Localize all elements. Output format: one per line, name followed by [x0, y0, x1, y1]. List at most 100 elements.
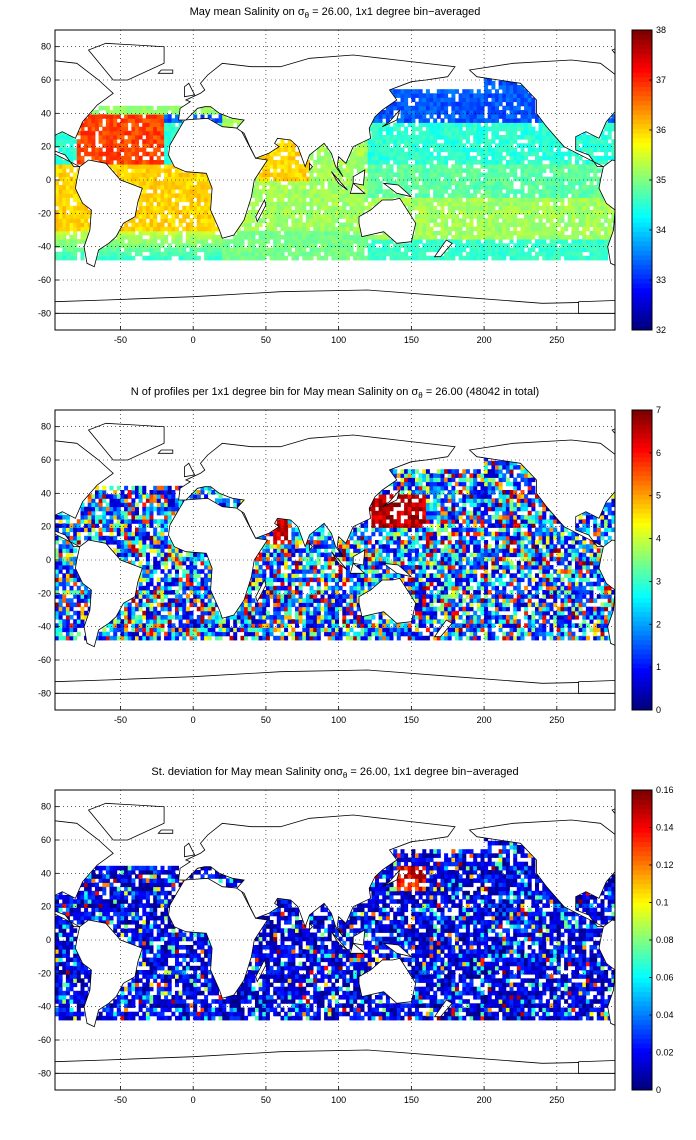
colorbar-segment	[632, 1024, 652, 1030]
std-deviation-panel: St. deviation for May mean Salinity onσθ…	[0, 760, 696, 1140]
colorbar-tick-label: 0.16	[656, 785, 674, 795]
colorbar-segment	[632, 245, 652, 251]
colorbar-segment	[632, 1043, 652, 1049]
colorbar-segment	[632, 991, 652, 997]
colorbar-segment	[632, 226, 652, 233]
y-tick-label: 20	[41, 142, 51, 152]
colorbar-frame	[631, 409, 653, 711]
coastline	[55, 669, 615, 694]
colorbar-segment	[632, 194, 652, 200]
colorbar-segment	[632, 292, 652, 298]
data-cells	[55, 456, 615, 641]
colorbar-segment	[632, 700, 652, 706]
colorbar-segment	[632, 72, 652, 78]
coastline	[598, 919, 615, 1026]
y-tick-label: 0	[46, 935, 51, 945]
colorbar-segment	[632, 53, 652, 59]
salinity-panel: May mean Salinity on σθ = 26.00, 1x1 deg…	[0, 0, 696, 380]
y-tick-label: -80	[38, 308, 51, 318]
colorbar-tick-label: 0.08	[656, 935, 674, 945]
y-tick-label: -40	[38, 622, 51, 632]
colorbar-segment	[632, 1033, 652, 1039]
coastline	[682, 830, 696, 833]
coastline	[358, 577, 417, 624]
coastline	[55, 820, 114, 928]
colorbar-segment	[632, 808, 652, 814]
y-tick-label: 20	[41, 522, 51, 532]
colorbar-segment	[632, 311, 652, 317]
colorbar-segment	[632, 180, 652, 186]
colorbar-segment	[632, 620, 652, 627]
colorbar-tick-label: 33	[656, 275, 666, 285]
colorbar-segment	[632, 560, 652, 566]
colorbar-segment	[632, 315, 652, 322]
gridlines	[55, 790, 615, 1090]
x-tick-label: 0	[191, 1095, 196, 1105]
colorbar-segment	[632, 208, 652, 214]
colorbar-segment	[632, 611, 652, 617]
y-tick-label: -40	[38, 242, 51, 252]
colorbar-tick-label: 3	[656, 576, 661, 586]
colorbar-tick-label: 34	[656, 225, 666, 235]
coastline	[331, 931, 348, 951]
colorbar-segment	[632, 564, 652, 570]
colorbar-segment	[632, 90, 652, 97]
x-tick-label: 0	[191, 335, 196, 345]
colorbar-segment	[632, 691, 652, 697]
colorbar-segment	[632, 198, 652, 204]
colorbar-segment	[632, 456, 652, 463]
colorbar-segment	[632, 151, 652, 158]
colorbar: 32 33 34 35 36 37 38	[631, 25, 666, 335]
data-cells	[55, 836, 615, 1021]
coastline	[382, 489, 401, 508]
coastline	[184, 842, 196, 858]
y-tick-label: -40	[38, 1002, 51, 1012]
colorbar-segment	[632, 105, 652, 111]
colorbar-segment	[632, 921, 652, 927]
colorbar-segment	[632, 574, 652, 580]
colorbar-segment	[632, 489, 652, 495]
coastline	[309, 922, 314, 932]
colorbar-segment	[632, 813, 652, 819]
colorbar-segment	[632, 513, 652, 519]
coastline	[578, 680, 615, 694]
colorbar-segment	[632, 264, 652, 270]
colorbar-segment	[632, 982, 652, 988]
colorbar-segment	[632, 616, 652, 622]
x-tick-label: 50	[261, 1095, 271, 1105]
colorbar-segment	[632, 1061, 652, 1068]
coastline	[349, 562, 366, 574]
colorbar-segment	[632, 925, 652, 932]
coastline	[382, 942, 412, 958]
x-tick-label: -50	[114, 335, 127, 345]
y-tick-label: -20	[38, 968, 51, 978]
panel-title: May mean Salinity on σθ = 26.00, 1x1 deg…	[189, 6, 481, 21]
colorbar-tick-label: 0.14	[656, 823, 674, 833]
y-tick-label: 80	[41, 802, 51, 812]
coastline	[255, 578, 267, 603]
colorbar-segment	[632, 217, 652, 223]
colorbar-segment	[632, 410, 652, 416]
colorbar-segment	[632, 175, 652, 181]
coastline	[352, 929, 366, 946]
coastline	[178, 54, 456, 177]
colorbar-segment	[632, 133, 652, 139]
colorbar-segment	[632, 95, 652, 101]
colorbar-segment	[632, 940, 652, 946]
colorbar-segment	[632, 156, 652, 162]
coastline	[433, 999, 453, 1018]
colorbar-segment	[632, 67, 652, 73]
colorbar-segment	[632, 128, 652, 134]
colorbar-segment	[632, 438, 652, 444]
x-tick-label: 150	[404, 335, 419, 345]
colorbar-segment	[632, 578, 652, 584]
colorbar-segment	[632, 850, 652, 857]
colorbar-segment	[632, 1066, 652, 1072]
colorbar-segment	[632, 1010, 652, 1016]
colorbar-segment	[632, 583, 652, 589]
colorbar-segment	[632, 986, 652, 993]
colorbar-tick-label: 7	[656, 405, 661, 415]
colorbar-segment	[632, 677, 652, 683]
colorbar-segment	[632, 255, 652, 261]
